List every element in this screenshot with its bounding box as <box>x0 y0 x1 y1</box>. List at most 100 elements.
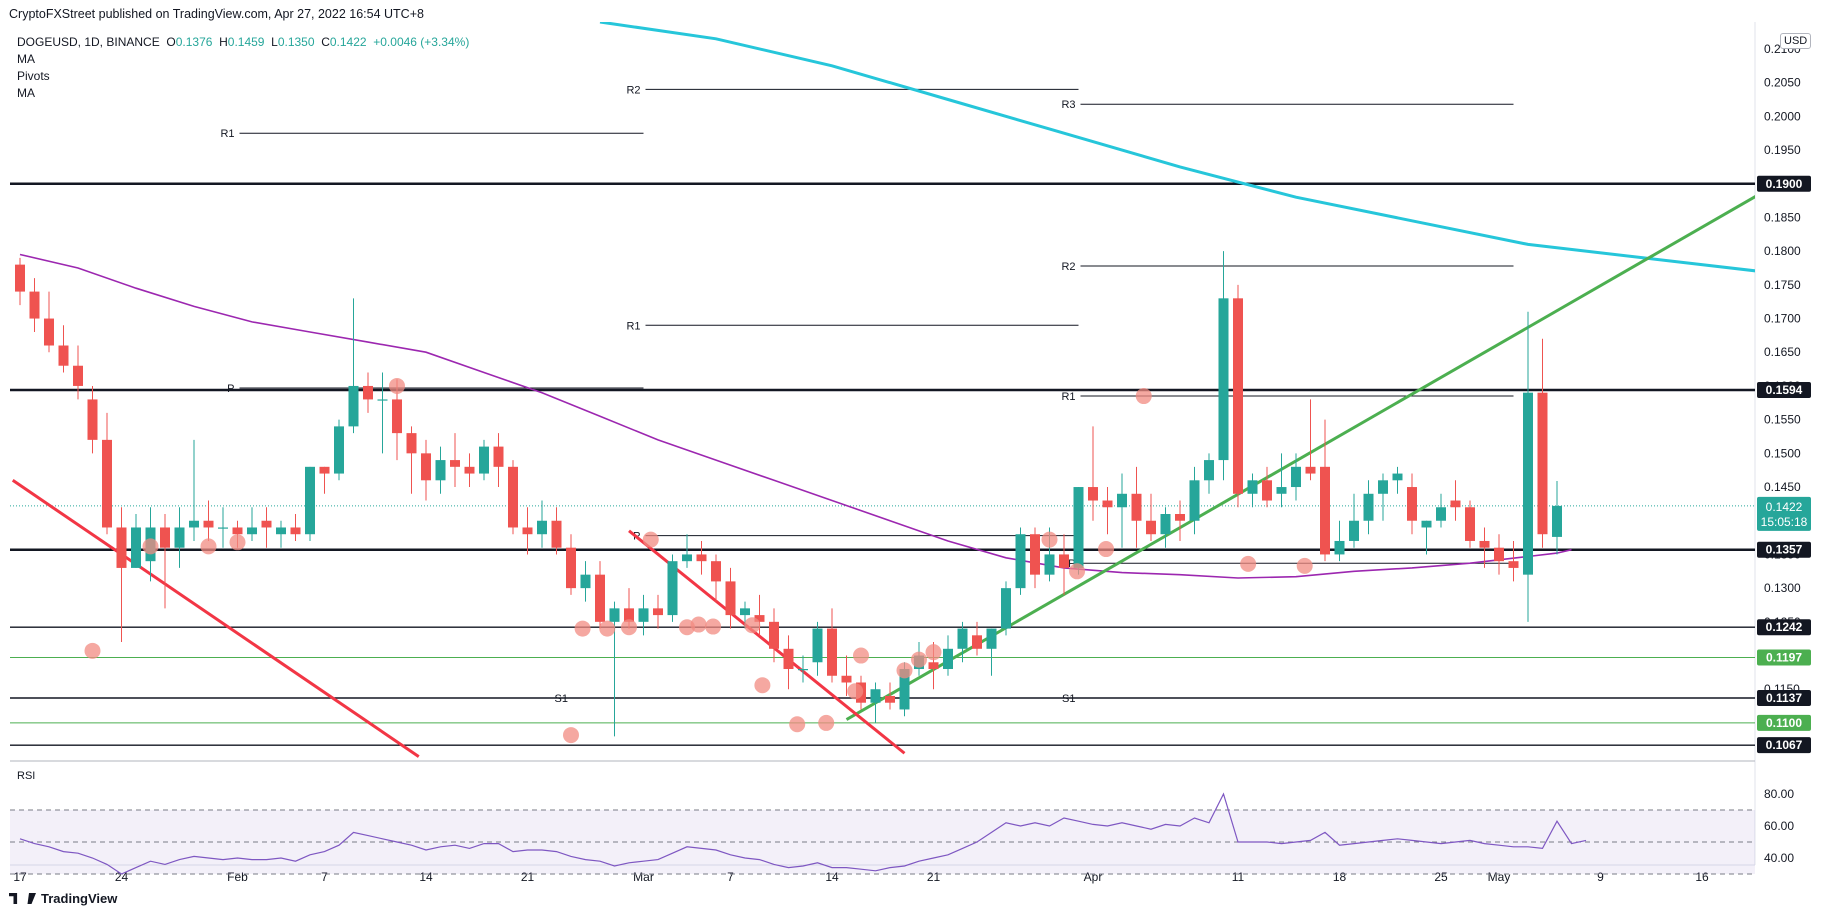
candle-body <box>218 527 228 529</box>
open-label: O <box>166 35 176 49</box>
high-value: 0.1459 <box>227 35 265 49</box>
indicator-ma-2[interactable]: MA <box>17 86 35 100</box>
candle-body <box>87 399 98 440</box>
level-label: 0.1100 <box>1766 716 1802 730</box>
candle-body <box>1436 507 1446 521</box>
pivot-label: R2 <box>1061 261 1075 273</box>
level-label-bg <box>1757 737 1811 754</box>
touch-marker <box>389 377 405 394</box>
candle-body <box>798 669 808 671</box>
rsi-label: RSI <box>17 770 36 782</box>
candle-body <box>261 520 272 528</box>
candle-body <box>1508 561 1519 568</box>
x-tick-label: 21 <box>927 870 941 884</box>
pivot-label: R2 <box>626 84 640 96</box>
candle-body <box>1552 505 1562 537</box>
level-label-bg <box>1757 714 1811 731</box>
level-label-bg <box>1757 541 1811 558</box>
x-tick-label: 11 <box>1232 870 1245 884</box>
last-price-label: 0.1422 <box>1766 500 1803 514</box>
candle-body <box>986 628 997 649</box>
y-tick-label: 0.1800 <box>1764 244 1801 258</box>
indicator-pivots[interactable]: Pivots <box>17 69 50 83</box>
candle-body <box>232 527 243 535</box>
level-label-bg <box>1757 619 1811 636</box>
candle-body <box>696 554 707 562</box>
level-label: 0.1137 <box>1766 691 1802 705</box>
pivot-label: R1 <box>626 320 640 332</box>
level-label: 0.1242 <box>1766 620 1803 634</box>
candle-body <box>1233 298 1243 494</box>
candle-body <box>943 648 953 670</box>
indicator-ma-1[interactable]: MA <box>17 52 35 66</box>
close-label: C <box>321 35 330 49</box>
touch-marker <box>690 616 707 633</box>
touch-marker <box>847 683 864 700</box>
trendline-green <box>845 195 1755 721</box>
candle-body <box>609 608 620 622</box>
candle-body <box>1479 540 1490 548</box>
candle-body <box>247 527 257 535</box>
candle-body <box>189 520 199 528</box>
candle-body <box>551 520 562 548</box>
candle-body <box>73 365 83 386</box>
candle-body <box>1291 466 1301 488</box>
y-tick-label: 0.1850 <box>1764 210 1801 224</box>
y-tick-label: 0.2050 <box>1764 76 1801 90</box>
main-pane: R1PR2R1PS1R3R2R1PS1 <box>10 22 1755 758</box>
candle-body <box>1160 514 1171 535</box>
pivot-label: R1 <box>1061 391 1075 403</box>
candle-body <box>522 527 533 535</box>
level-label-bg <box>1757 175 1811 192</box>
close-value: 0.1422 <box>329 35 367 49</box>
pivot-label: P <box>1068 558 1075 570</box>
candle-body <box>580 574 591 589</box>
candle-body <box>116 527 127 568</box>
touch-marker <box>1135 388 1152 405</box>
currency-badge[interactable]: USD <box>1780 33 1812 49</box>
candle-body <box>1363 493 1374 521</box>
touch-marker <box>853 647 869 664</box>
candle-body <box>1044 554 1055 575</box>
ma-slow-line <box>599 22 1755 273</box>
x-tick-label: 14 <box>419 870 433 884</box>
y-tick-label: 0.1700 <box>1764 312 1801 326</box>
candle-body <box>1320 466 1330 555</box>
candle-body <box>1378 480 1388 494</box>
candle-body <box>566 547 576 589</box>
x-tick-label: Apr <box>1084 870 1103 884</box>
candle-body <box>1088 487 1098 501</box>
touch-marker <box>925 644 942 661</box>
touch-marker <box>1296 557 1313 574</box>
touch-marker <box>1098 541 1115 558</box>
candle-body <box>131 527 141 568</box>
candle-body <box>537 520 547 535</box>
candle-body <box>203 520 214 528</box>
x-tick-label: 17 <box>13 870 27 884</box>
touch-marker <box>142 538 159 555</box>
candle-body <box>1276 487 1287 494</box>
candle-body <box>957 628 968 649</box>
candle-body <box>1117 493 1127 508</box>
x-tick-label: 14 <box>825 870 839 884</box>
x-tick-label: Mar <box>633 870 654 884</box>
y-tick-label: 0.1300 <box>1764 581 1801 595</box>
candle-body <box>102 439 112 528</box>
pivot-label: R1 <box>220 128 234 140</box>
candle-body <box>421 453 431 481</box>
candle-body <box>363 385 373 400</box>
candle-body <box>899 669 910 710</box>
candle-body <box>841 675 852 683</box>
candle-body <box>1102 500 1113 508</box>
candle-body <box>1465 507 1475 541</box>
y-tick-label: 0.1450 <box>1764 480 1801 494</box>
rsi-line <box>19 792 1587 875</box>
touch-marker <box>599 620 616 637</box>
touch-marker <box>754 677 771 694</box>
rsi-tick-label: 60.00 <box>1764 819 1794 833</box>
candle-body <box>1059 554 1069 568</box>
candle-body <box>1247 480 1258 494</box>
candle-body <box>624 608 634 622</box>
